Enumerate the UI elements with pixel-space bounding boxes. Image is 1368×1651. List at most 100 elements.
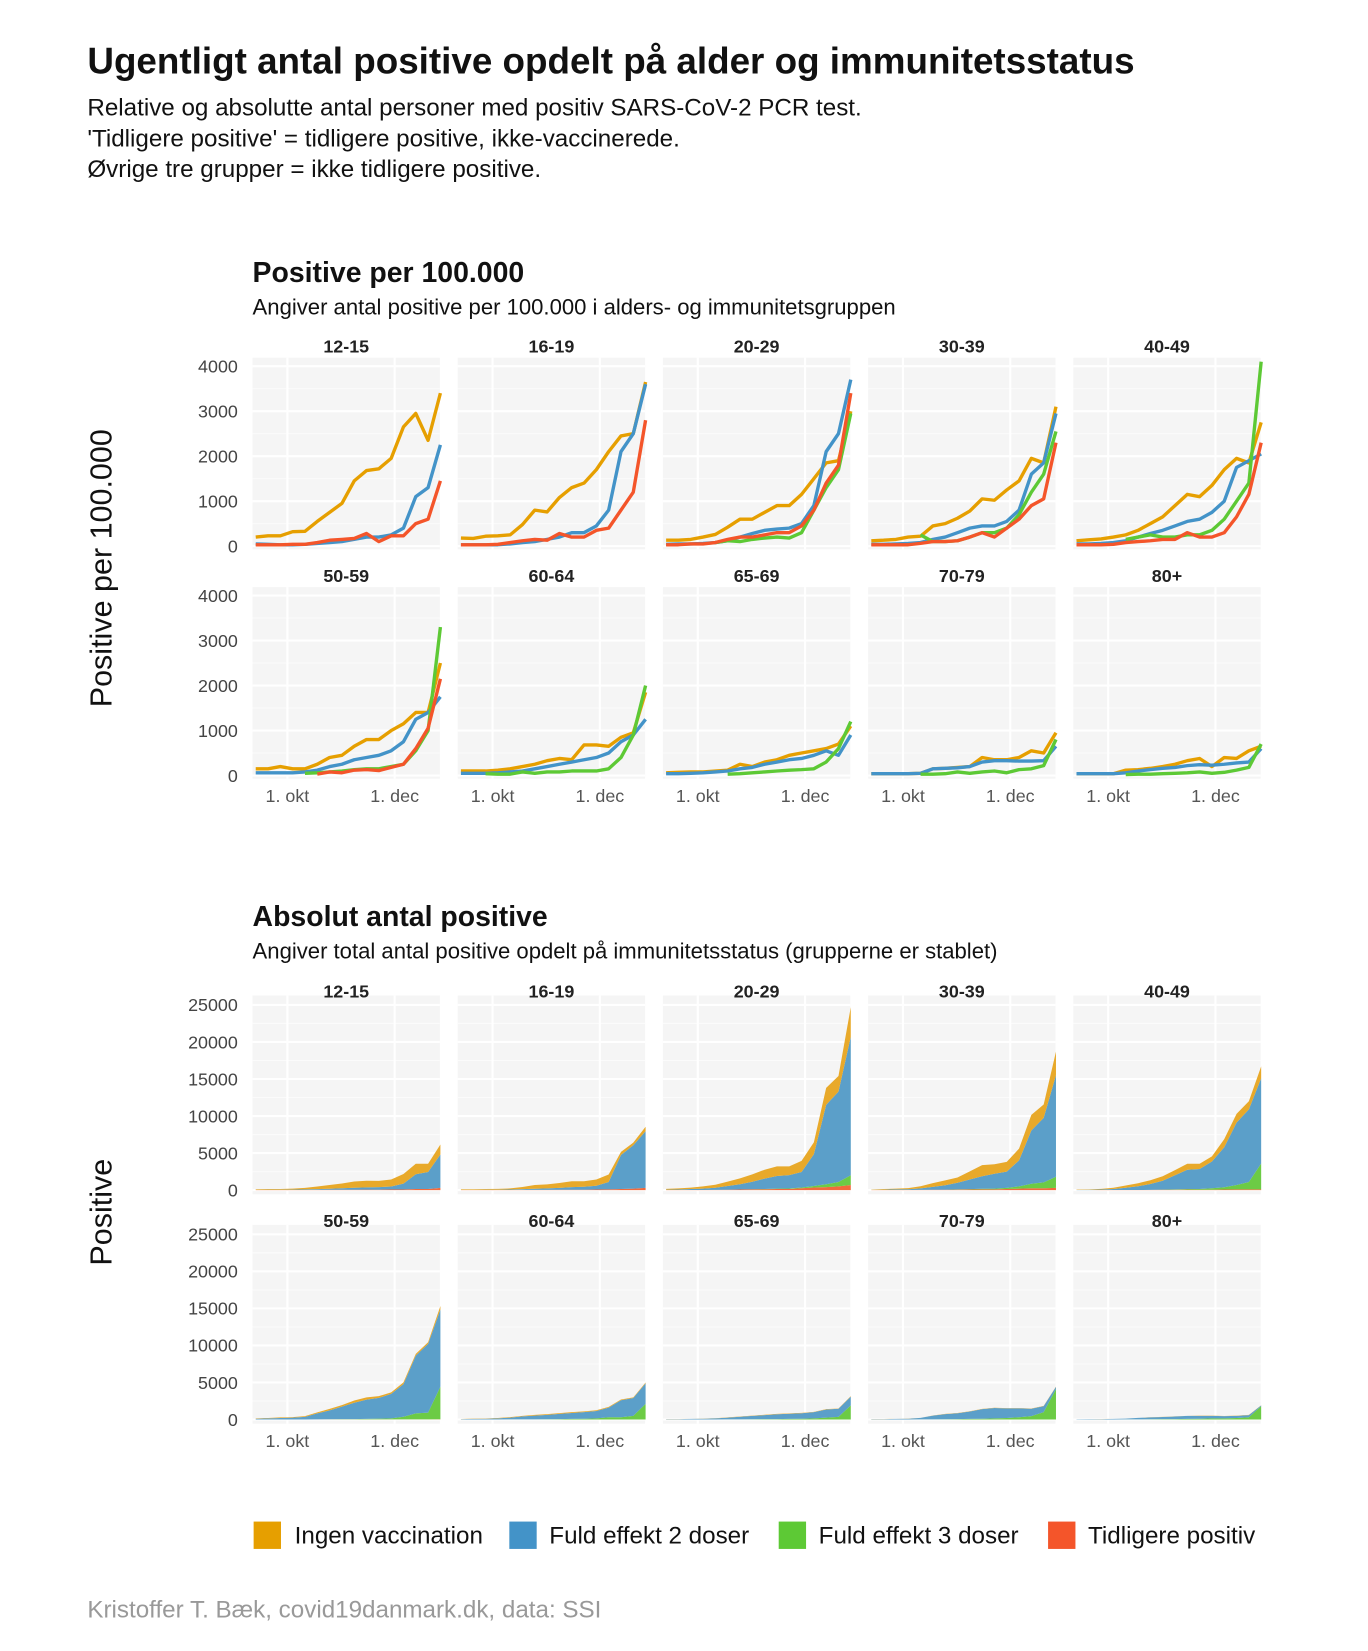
y-tick-label: 5000 [198,1373,238,1393]
panel-rate-70-79: 1. okt 1. dec 70-79 [868,566,1058,806]
panel-background [1073,1224,1261,1424]
legend-label-ingen: Ingen vaccination [295,1523,483,1550]
facet-label: 30-39 [939,982,985,1002]
legend-label-fuld3: Fuld effekt 3 doser [819,1523,1019,1550]
line-series-tidligere [460,419,648,547]
figure-title: Ugentligt antal positive opdelt på alder… [87,41,1134,82]
x-tick-label: 1. okt [471,786,515,806]
y-tick-label: 15000 [188,1069,238,1089]
line-series-fuld2 [666,734,853,776]
facet-label: 40-49 [1144,337,1190,357]
panel-background [662,357,851,550]
panel-rate-20-29: 20-29 [662,337,853,550]
area-series-tidligere [255,1187,441,1191]
area-series-tidligere [460,1187,646,1191]
facet-label: 16-19 [529,337,575,357]
x-tick-label: 1. okt [881,1431,925,1451]
abs-y-axis-title: Positive [85,1159,119,1266]
area-series-tidligere [871,1187,1056,1191]
x-tick-label: 1. dec [576,1431,625,1451]
panel-abs-50-59: 0 5000 10000 15000 20000 25000 1. okt 1. dec 50-… [188,1211,441,1451]
x-tick-label: 1. okt [881,786,925,806]
abs-section-title: Absolut antal positive [253,901,548,933]
area-series-ingen [1076,1405,1262,1420]
facet-label: 40-49 [1144,982,1190,1002]
x-tick-label: 1. okt [1086,1431,1130,1451]
x-tick-label: 1. dec [576,786,625,806]
y-tick-label: 0 [228,536,238,556]
area-series-fuld2 [666,1036,851,1191]
panel-abs-16-19: 16-19 [457,982,646,1195]
panel-rate-12-15: 0 1000 2000 3000 4000 12-15 [198,337,443,556]
line-series-fuld3 [727,720,853,776]
panel-rate-80+: 1. okt 1. dec 80+ [1073,566,1263,806]
area-series-tidligere [666,1184,851,1191]
y-tick-label: 3000 [198,631,238,651]
line-series-tidligere [316,678,443,776]
facet-label: 20-29 [734,982,780,1002]
panel-abs-40-49: 40-49 [1073,982,1262,1195]
panel-background [252,357,440,550]
y-tick-label: 10000 [188,1336,238,1356]
panel-abs-80+: 1. okt 1. dec 80+ [1073,1211,1262,1451]
rate-section-subtitle: Angiver antal positive per 100.000 i ald… [253,295,896,320]
line-series-ingen [1076,421,1263,543]
line-series-ingen [460,691,648,773]
panel-rate-65-69: 1. okt 1. dec 65-69 [662,566,853,806]
line-series-fuld3 [715,413,853,545]
area-series-ingen [460,1382,646,1420]
area-series-fuld2 [871,1386,1056,1420]
area-series-ingen [255,1305,441,1419]
y-tick-label: 0 [228,1180,238,1200]
line-series-ingen [255,392,443,539]
panel-background [868,357,1056,550]
x-tick-label: 1. okt [676,786,720,806]
line-series-fuld3 [1125,743,1263,777]
facet-panels: 0 1000 2000 3000 4000 12-15 16-19 20-29 30-39 40-… [188,337,1263,1451]
panel-abs-60-64: 1. okt 1. dec 60-64 [457,1211,646,1451]
y-tick-label: 20000 [188,1262,238,1282]
rate-section-title: Positive per 100.000 [253,257,525,289]
panel-abs-12-15: 0 5000 10000 15000 20000 25000 12-15 [188,982,441,1200]
panel-rate-50-59: 0 1000 2000 3000 4000 1. okt 1. dec 50-59 [198,566,443,806]
line-series-fuld2 [255,695,442,775]
facet-label: 12-15 [323,337,369,357]
area-series-fuld2 [1076,1405,1262,1420]
legend-item-fuld3: Fuld effekt 3 doser [778,1521,1019,1550]
area-series-tidligere [1076,1189,1262,1191]
legend-swatch-tidligere [1048,1521,1076,1549]
area-series-fuld3 [255,1386,441,1420]
area-series-fuld2 [1076,1078,1262,1191]
line-series-ingen [255,662,443,771]
y-tick-label: 20000 [188,1032,238,1052]
legend-item-ingen: Ingen vaccination [253,1521,483,1550]
line-series-tidligere [1076,442,1263,547]
area-series-fuld2 [666,1396,851,1420]
facet-label: 65-69 [734,566,780,586]
x-tick-label: 1. dec [1191,1431,1240,1451]
panel-rate-40-49: 40-49 [1073,337,1263,550]
x-tick-label: 1. dec [370,1431,419,1451]
facet-label: 80+ [1152,1211,1182,1231]
area-series-fuld3 [460,1403,646,1420]
x-tick-label: 1. dec [781,786,830,806]
abs-section-subtitle: Angiver total antal positive opdelt på i… [253,939,998,964]
y-tick-label: 25000 [188,995,238,1015]
y-tick-label: 15000 [188,1299,238,1319]
x-tick-label: 1. okt [266,1431,310,1451]
y-tick-label: 0 [228,766,238,786]
line-series-ingen [666,410,853,542]
panel-background [252,995,440,1195]
area-series-ingen [255,1144,441,1190]
legend-swatch-fuld2 [509,1521,537,1549]
facet-label: 50-59 [323,1211,369,1231]
facet-label: 65-69 [734,1211,780,1231]
area-series-fuld3 [666,1405,851,1420]
area-series-fuld2 [255,1309,441,1420]
panel-background [868,587,1056,779]
x-tick-label: 1. okt [471,1431,515,1451]
panel-background [457,1224,646,1424]
facet-label: 80+ [1152,566,1182,586]
area-series-fuld2 [871,1075,1056,1191]
